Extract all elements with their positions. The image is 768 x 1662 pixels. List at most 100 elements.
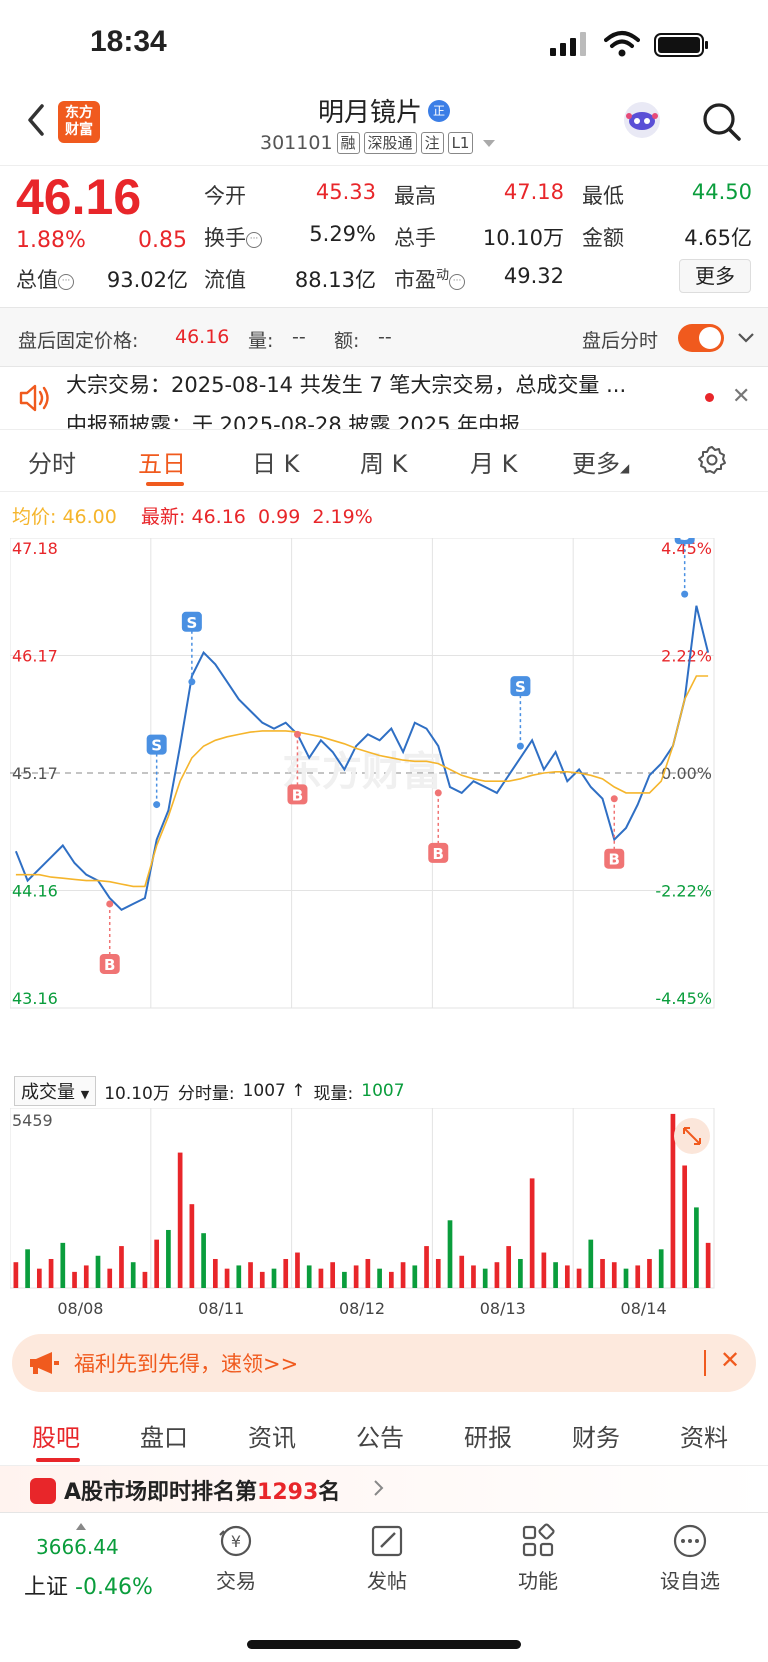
tab-announcements[interactable]: 公告 bbox=[356, 1424, 404, 1452]
marker-label: B bbox=[433, 845, 444, 863]
latest-label: 最新: bbox=[141, 506, 186, 528]
average-price-line bbox=[15, 675, 709, 888]
float-label: 流值 bbox=[204, 268, 246, 292]
tab-weekly-k[interactable]: 周 K bbox=[360, 450, 408, 478]
open-value: 45.33 bbox=[315, 180, 376, 204]
announcement-text: 大宗交易：2025-08-14 共发生 7 笔大宗交易，总成交量 ... bbox=[66, 373, 627, 397]
volume-bar bbox=[682, 1165, 688, 1288]
tab-financials[interactable]: 财务 bbox=[572, 1424, 620, 1452]
volume-bar bbox=[588, 1239, 594, 1288]
volume-bar bbox=[447, 1220, 453, 1288]
pe-label[interactable]: 市盈动 ··· bbox=[394, 264, 466, 294]
tab-five-day[interactable]: 五日 bbox=[138, 450, 186, 478]
volume-bar bbox=[576, 1268, 582, 1288]
turnover-label[interactable]: 换手 ··· bbox=[204, 222, 262, 252]
chart-tabs: 分时 五日 日 K 周 K 月 K 更多◢ bbox=[0, 430, 768, 492]
volume-bar bbox=[424, 1246, 429, 1288]
volume-bar bbox=[25, 1249, 30, 1288]
tab-news[interactable]: 资讯 bbox=[248, 1424, 296, 1452]
volume-bar bbox=[142, 1271, 148, 1288]
volume-indicator-select[interactable]: 成交量 ▼ bbox=[14, 1076, 97, 1106]
marker-dot bbox=[610, 795, 618, 803]
tab-order-book[interactable]: 盘口 bbox=[140, 1424, 188, 1452]
robot-assistant-icon[interactable] bbox=[620, 98, 664, 142]
close-icon[interactable]: ✕ bbox=[720, 1346, 741, 1374]
volume-bar bbox=[694, 1207, 699, 1288]
tag-margin: 融 bbox=[336, 132, 360, 154]
change-amount: 0.85 bbox=[138, 228, 187, 253]
volume-total: 10.10万 bbox=[104, 1083, 170, 1104]
volume-bar bbox=[318, 1268, 324, 1288]
volume-bar bbox=[435, 1258, 441, 1288]
nav-post[interactable]: 发帖 bbox=[337, 1523, 437, 1594]
volume-label: 总手 bbox=[394, 226, 436, 250]
nav-trade[interactable]: ¥ 交易 bbox=[186, 1523, 286, 1594]
y-tick-label-left: 47.18 bbox=[12, 539, 58, 558]
volume-frame bbox=[10, 1108, 715, 1289]
brand-logo[interactable]: 东方 财富 bbox=[58, 101, 100, 143]
active-tab-indicator bbox=[36, 1458, 80, 1462]
promo-banner[interactable]: 福利先到先得，速领>> ✕ bbox=[12, 1334, 756, 1392]
volume-bar bbox=[670, 1113, 676, 1288]
nav-add-watchlist[interactable]: 设自选 bbox=[640, 1523, 740, 1594]
announcement-text-next: 中报预披露：于 2025-08-28 披露 2025 年中报 bbox=[66, 413, 521, 430]
home-indicator bbox=[247, 1640, 521, 1649]
after-hours-toggle[interactable] bbox=[678, 324, 724, 352]
back-button[interactable] bbox=[22, 100, 52, 140]
tick-volume-label: 分时量: bbox=[177, 1083, 235, 1104]
nav-functions[interactable]: 功能 bbox=[488, 1523, 588, 1594]
volume-bar bbox=[60, 1242, 66, 1288]
latest-change: 0.99 bbox=[257, 506, 301, 528]
tab-daily-k[interactable]: 日 K bbox=[252, 450, 300, 478]
float-value: 88.13亿 bbox=[294, 268, 376, 292]
index-row[interactable]: 上证 -0.46% bbox=[24, 1569, 153, 1601]
nav-post-label: 发帖 bbox=[367, 1569, 407, 1593]
volume-bar bbox=[330, 1262, 336, 1288]
turnover-value: 5.29% bbox=[309, 222, 376, 246]
sell-marker bbox=[510, 676, 531, 697]
tab-monthly-k[interactable]: 月 K bbox=[470, 450, 518, 478]
change-percent: 1.88% bbox=[16, 228, 86, 253]
chevron-right-icon bbox=[374, 1480, 384, 1496]
volume-bar bbox=[541, 1252, 547, 1288]
stock-code-row[interactable]: 301101 融 深股通 注 L1 bbox=[260, 132, 496, 154]
price-chart[interactable]: 东方财富47.1846.1745.1744.1643.164.45%2.22%0… bbox=[10, 538, 758, 1074]
tab-research[interactable]: 研报 bbox=[464, 1424, 512, 1452]
close-icon[interactable]: ✕ bbox=[732, 384, 751, 409]
status-bar: 18:34 bbox=[0, 0, 768, 90]
volume-bar bbox=[388, 1271, 394, 1288]
volume-chart[interactable]: 5459 08/08 08/11 08/12 08/13 08/14 bbox=[10, 1108, 758, 1324]
tab-timeshare[interactable]: 分时 bbox=[28, 450, 76, 478]
tab-forum[interactable]: 股吧 bbox=[32, 1424, 80, 1452]
nav-add-watchlist-label: 设自选 bbox=[660, 1569, 720, 1593]
marker-label: S bbox=[515, 678, 526, 696]
mktcap-label[interactable]: 总值 ··· bbox=[16, 264, 74, 294]
volume-bar bbox=[177, 1152, 183, 1288]
after-hours-volume-value: -- bbox=[292, 326, 306, 348]
volume-max-label: 5459 bbox=[12, 1111, 53, 1130]
volume-bar bbox=[518, 1258, 523, 1288]
gear-icon[interactable] bbox=[696, 444, 728, 476]
volume-bar bbox=[236, 1265, 242, 1288]
more-button[interactable]: 更多 bbox=[679, 259, 751, 293]
chevron-down-icon[interactable] bbox=[736, 328, 756, 348]
volume-bar bbox=[342, 1271, 347, 1288]
volume-bar bbox=[224, 1268, 230, 1288]
current-volume-value: 1007 bbox=[361, 1081, 405, 1101]
announcement-bar[interactable]: 大宗交易：2025-08-14 共发生 7 笔大宗交易，总成交量 ... 中报预… bbox=[0, 367, 768, 430]
rank-strip[interactable]: A股市场即时排名第1293名 bbox=[0, 1466, 768, 1512]
battery-icon bbox=[654, 33, 708, 57]
volume-bar bbox=[600, 1258, 605, 1288]
promo-divider bbox=[704, 1350, 706, 1376]
search-icon[interactable] bbox=[700, 100, 744, 144]
status-time: 18:34 bbox=[90, 25, 167, 58]
megaphone-icon bbox=[30, 1352, 59, 1374]
tab-more[interactable]: 更多◢ bbox=[572, 444, 629, 479]
signal-icon bbox=[550, 32, 586, 56]
volume-bar bbox=[212, 1258, 218, 1288]
volume-header: 成交量 ▼ 10.10万 分时量: 1007 ↑ 现量: 1007 bbox=[14, 1076, 405, 1106]
volume-bar bbox=[72, 1271, 77, 1288]
tab-profile[interactable]: 资料 bbox=[680, 1424, 728, 1452]
index-value[interactable]: 3666.44 bbox=[36, 1535, 119, 1559]
y-tick-label-right: -4.45% bbox=[655, 989, 712, 1008]
